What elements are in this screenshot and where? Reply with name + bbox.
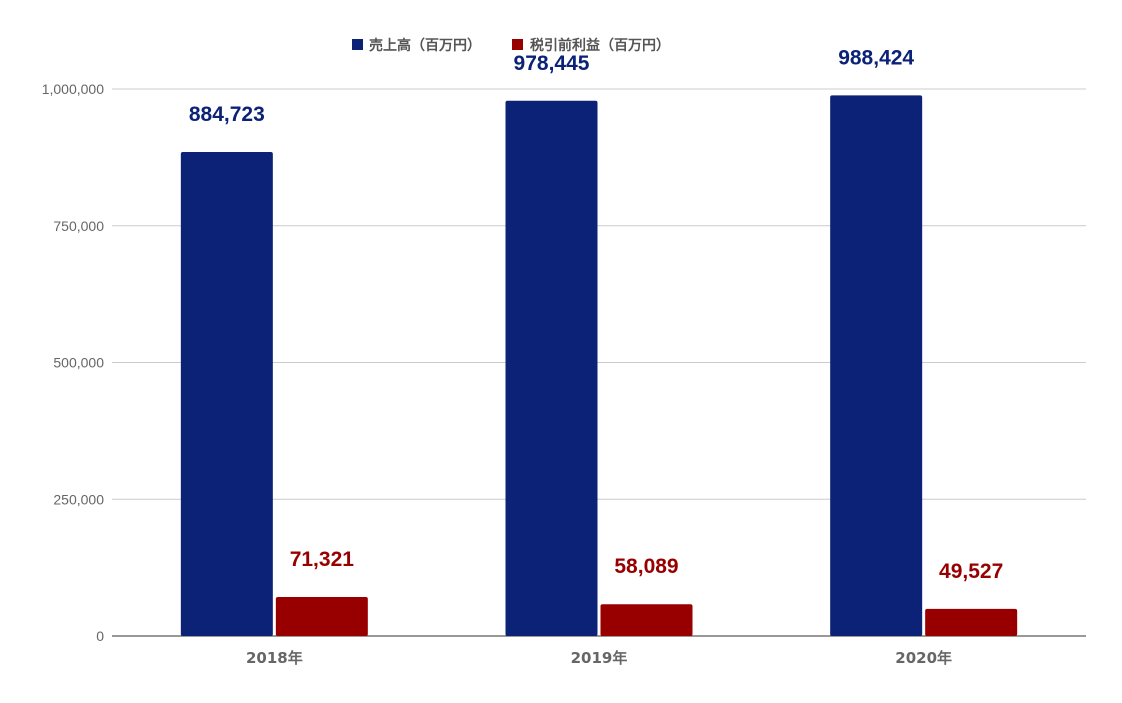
- bar-series1-1: [180, 152, 273, 636]
- data-label: 71,321: [290, 548, 355, 571]
- bar-series2-3: [925, 608, 1018, 636]
- y-tick-label: 750,000: [53, 218, 104, 234]
- data-label: 988,424: [838, 46, 914, 69]
- x-tick-label: 2018年: [246, 649, 303, 667]
- data-labels: 884,723 71,321 978,445 58,089 988,424 49,527: [189, 46, 1003, 583]
- bars: [180, 95, 1018, 636]
- legend-label-series1: 売上高（百万円）: [369, 37, 481, 54]
- y-axis-ticks: 0 250,000 500,000 750,000 1,000,000: [42, 81, 105, 644]
- data-label: 978,445: [514, 52, 590, 75]
- y-tick-label: 1,000,000: [42, 81, 104, 97]
- legend-swatch-series2: [512, 39, 523, 50]
- x-tick-label: 2019年: [571, 649, 628, 667]
- data-label: 58,089: [614, 555, 678, 578]
- y-tick-label: 0: [96, 628, 104, 644]
- bar-series2-2: [600, 604, 693, 636]
- bar-series1-2: [505, 100, 598, 636]
- gridlines: [112, 88, 1086, 637]
- legend-swatch-series1: [352, 39, 363, 50]
- data-label: 49,527: [939, 560, 1003, 583]
- x-tick-label: 2020年: [895, 649, 952, 667]
- y-tick-label: 500,000: [53, 355, 104, 371]
- legend: 売上高（百万円） 税引前利益（百万円）: [352, 37, 670, 54]
- bar-series2-1: [275, 596, 368, 636]
- bar-series1-3: [830, 95, 923, 636]
- legend-label-series2: 税引前利益（百万円）: [530, 37, 670, 54]
- y-tick-label: 250,000: [53, 491, 104, 507]
- data-label: 884,723: [189, 103, 265, 126]
- x-axis-ticks: 2018年 2019年 2020年: [246, 649, 952, 667]
